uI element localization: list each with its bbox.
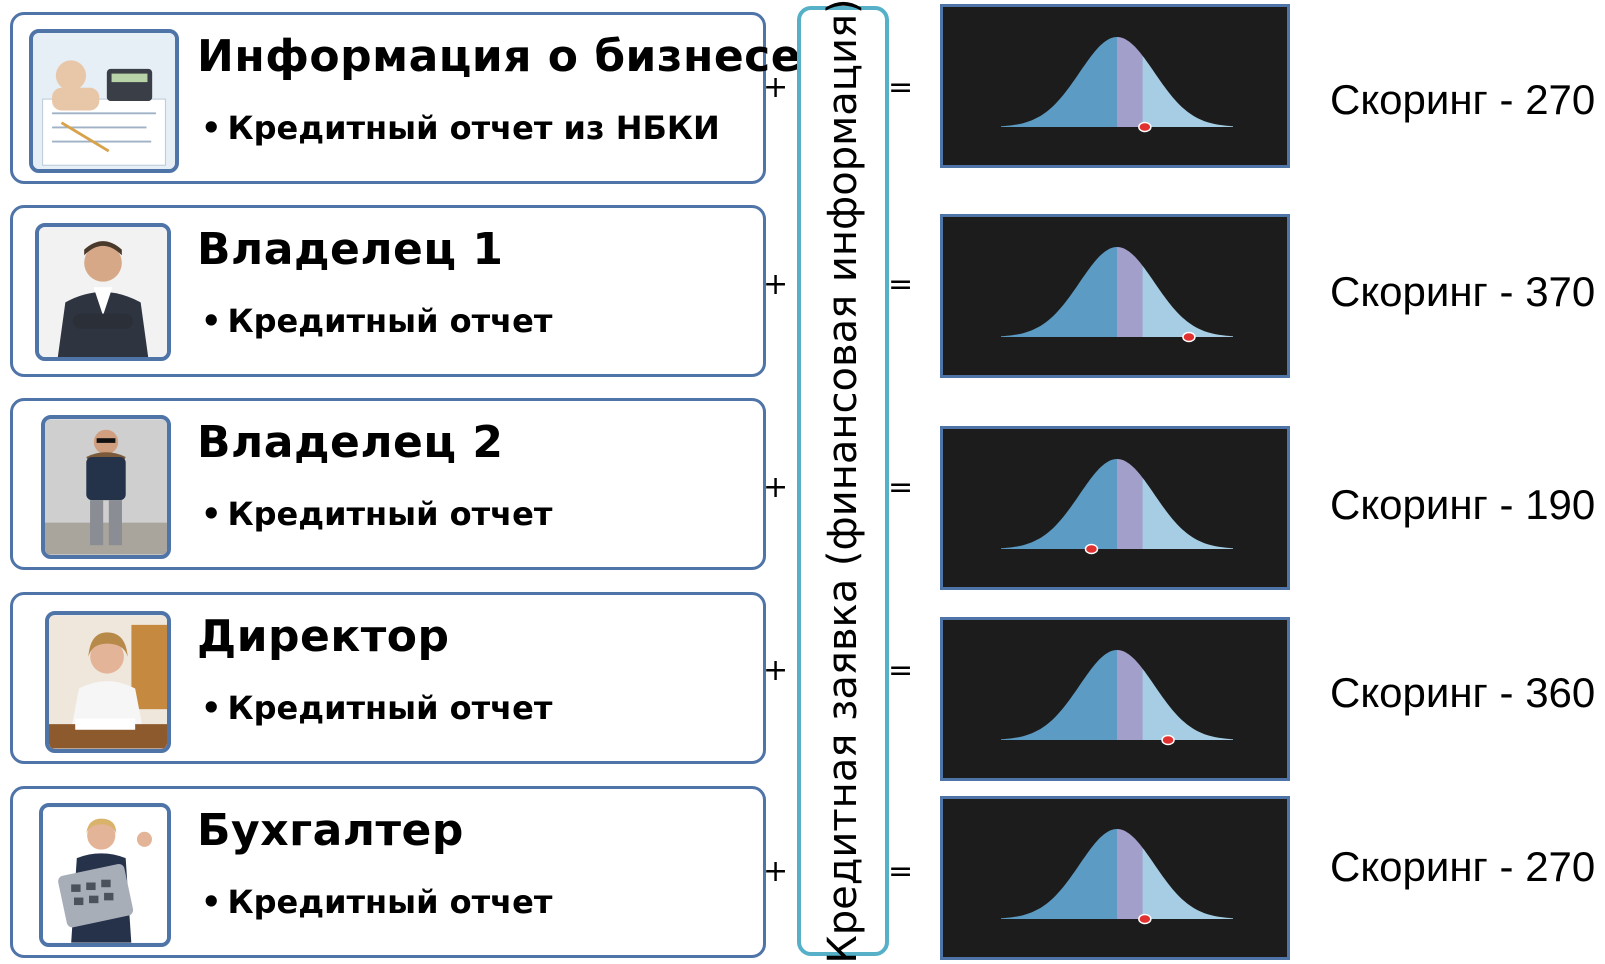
bell-curve-chart [1001,247,1233,343]
curve-right-region [1142,847,1233,919]
score-label: Скоринг - 190 [1330,481,1596,528]
bell-curve-chart [1001,650,1233,746]
plus-sign: + [763,267,789,302]
equals-sign: = [888,470,914,505]
equals-sign: = [888,854,914,889]
owner-1-photo [35,223,171,361]
bullet: • [201,689,222,727]
business-photo [29,29,179,173]
bullet: • [201,883,222,921]
credit-application-label: Кредитная заявка (финансовая информация) [820,0,866,964]
score-distribution-panel [940,796,1290,960]
score-marker [1138,121,1152,133]
row-subtitle: • Кредитный отчет [201,495,552,533]
row-subtitle-text: Кредитный отчет [227,883,553,921]
score-distribution-panel [940,426,1290,590]
score-marker [1084,543,1099,555]
curve-left-region [1001,37,1117,127]
score-marker [1182,331,1196,343]
curve-right-region [1142,265,1233,337]
row-subtitle-text: Кредитный отчет [227,689,553,727]
score-label: Скоринг - 270 [1330,76,1596,123]
score-label: Скоринг - 270 [1330,843,1596,890]
curve-middle-region [1117,650,1143,740]
row-card-owner-1: Владелец 1 • Кредитный отчет [10,205,766,377]
credit-application-bracket: Кредитная заявка (финансовая информация) [797,0,889,964]
director-photo [45,611,171,753]
curve-middle-region [1117,459,1143,549]
curve-left-region [1001,247,1117,337]
score-marker [1138,913,1152,925]
plus-sign: + [763,470,789,505]
row-subtitle-text: Кредитный отчет из НБКИ [227,109,720,147]
woman-with-calculator-icon [43,807,167,943]
man-in-sunglasses-icon [45,419,167,555]
row-subtitle: • Кредитный отчет [201,302,552,340]
score-distribution-panel [940,617,1290,781]
row-subtitle-text: Кредитный отчет [227,495,553,533]
score-label: Скоринг - 360 [1330,669,1596,716]
row-subtitle: • Кредитный отчет [201,689,552,727]
score-marker [1161,734,1175,746]
row-subtitle-text: Кредитный отчет [227,302,553,340]
curve-left-region [1001,829,1117,919]
man-in-suit-icon [39,227,167,357]
curve-middle-region [1117,37,1143,127]
woman-at-desk-icon [49,615,167,749]
row-title: Бухгалтер [197,805,464,856]
plus-sign: + [763,70,789,105]
accountant-photo [39,803,171,947]
score-distribution-panel [940,4,1290,168]
equals-sign: = [888,653,914,688]
curve-right-region [1142,668,1233,740]
row-subtitle: • Кредитный отчет [201,883,552,921]
equals-sign: = [888,70,914,105]
plus-sign: + [763,854,789,889]
curve-right-region [1142,55,1233,128]
curve-right-region [1142,477,1233,549]
curve-middle-region [1117,829,1143,919]
row-card-accountant: Бухгалтер • Кредитный отчет [10,786,766,958]
equals-sign: = [888,267,914,302]
row-card-business: Информация о бизнесе • Кредитный отчет из… [10,12,801,184]
bullet: • [201,109,222,147]
score-label: Скоринг - 370 [1330,268,1596,315]
bullet: • [201,495,222,533]
bell-curve-chart [1001,459,1233,555]
curve-left-region [1001,459,1117,549]
row-title: Информация о бизнесе [197,31,802,82]
row-card-director: Директор • Кредитный отчет [10,592,766,764]
bullet: • [201,302,222,340]
bell-curve-chart [1001,37,1233,133]
score-distribution-panel [940,214,1290,378]
row-title: Владелец 2 [197,417,504,468]
row-card-owner-2: Владелец 2 • Кредитный отчет [10,398,766,570]
plus-sign: + [763,653,789,688]
curve-middle-region [1117,247,1143,337]
calculator-documents-icon [33,33,175,169]
row-title: Директор [197,611,450,662]
owner-2-photo [41,415,171,559]
bell-curve-chart [1001,829,1233,925]
row-title: Владелец 1 [197,224,504,275]
row-subtitle: • Кредитный отчет из НБКИ [201,109,720,147]
curve-left-region [1001,650,1117,740]
